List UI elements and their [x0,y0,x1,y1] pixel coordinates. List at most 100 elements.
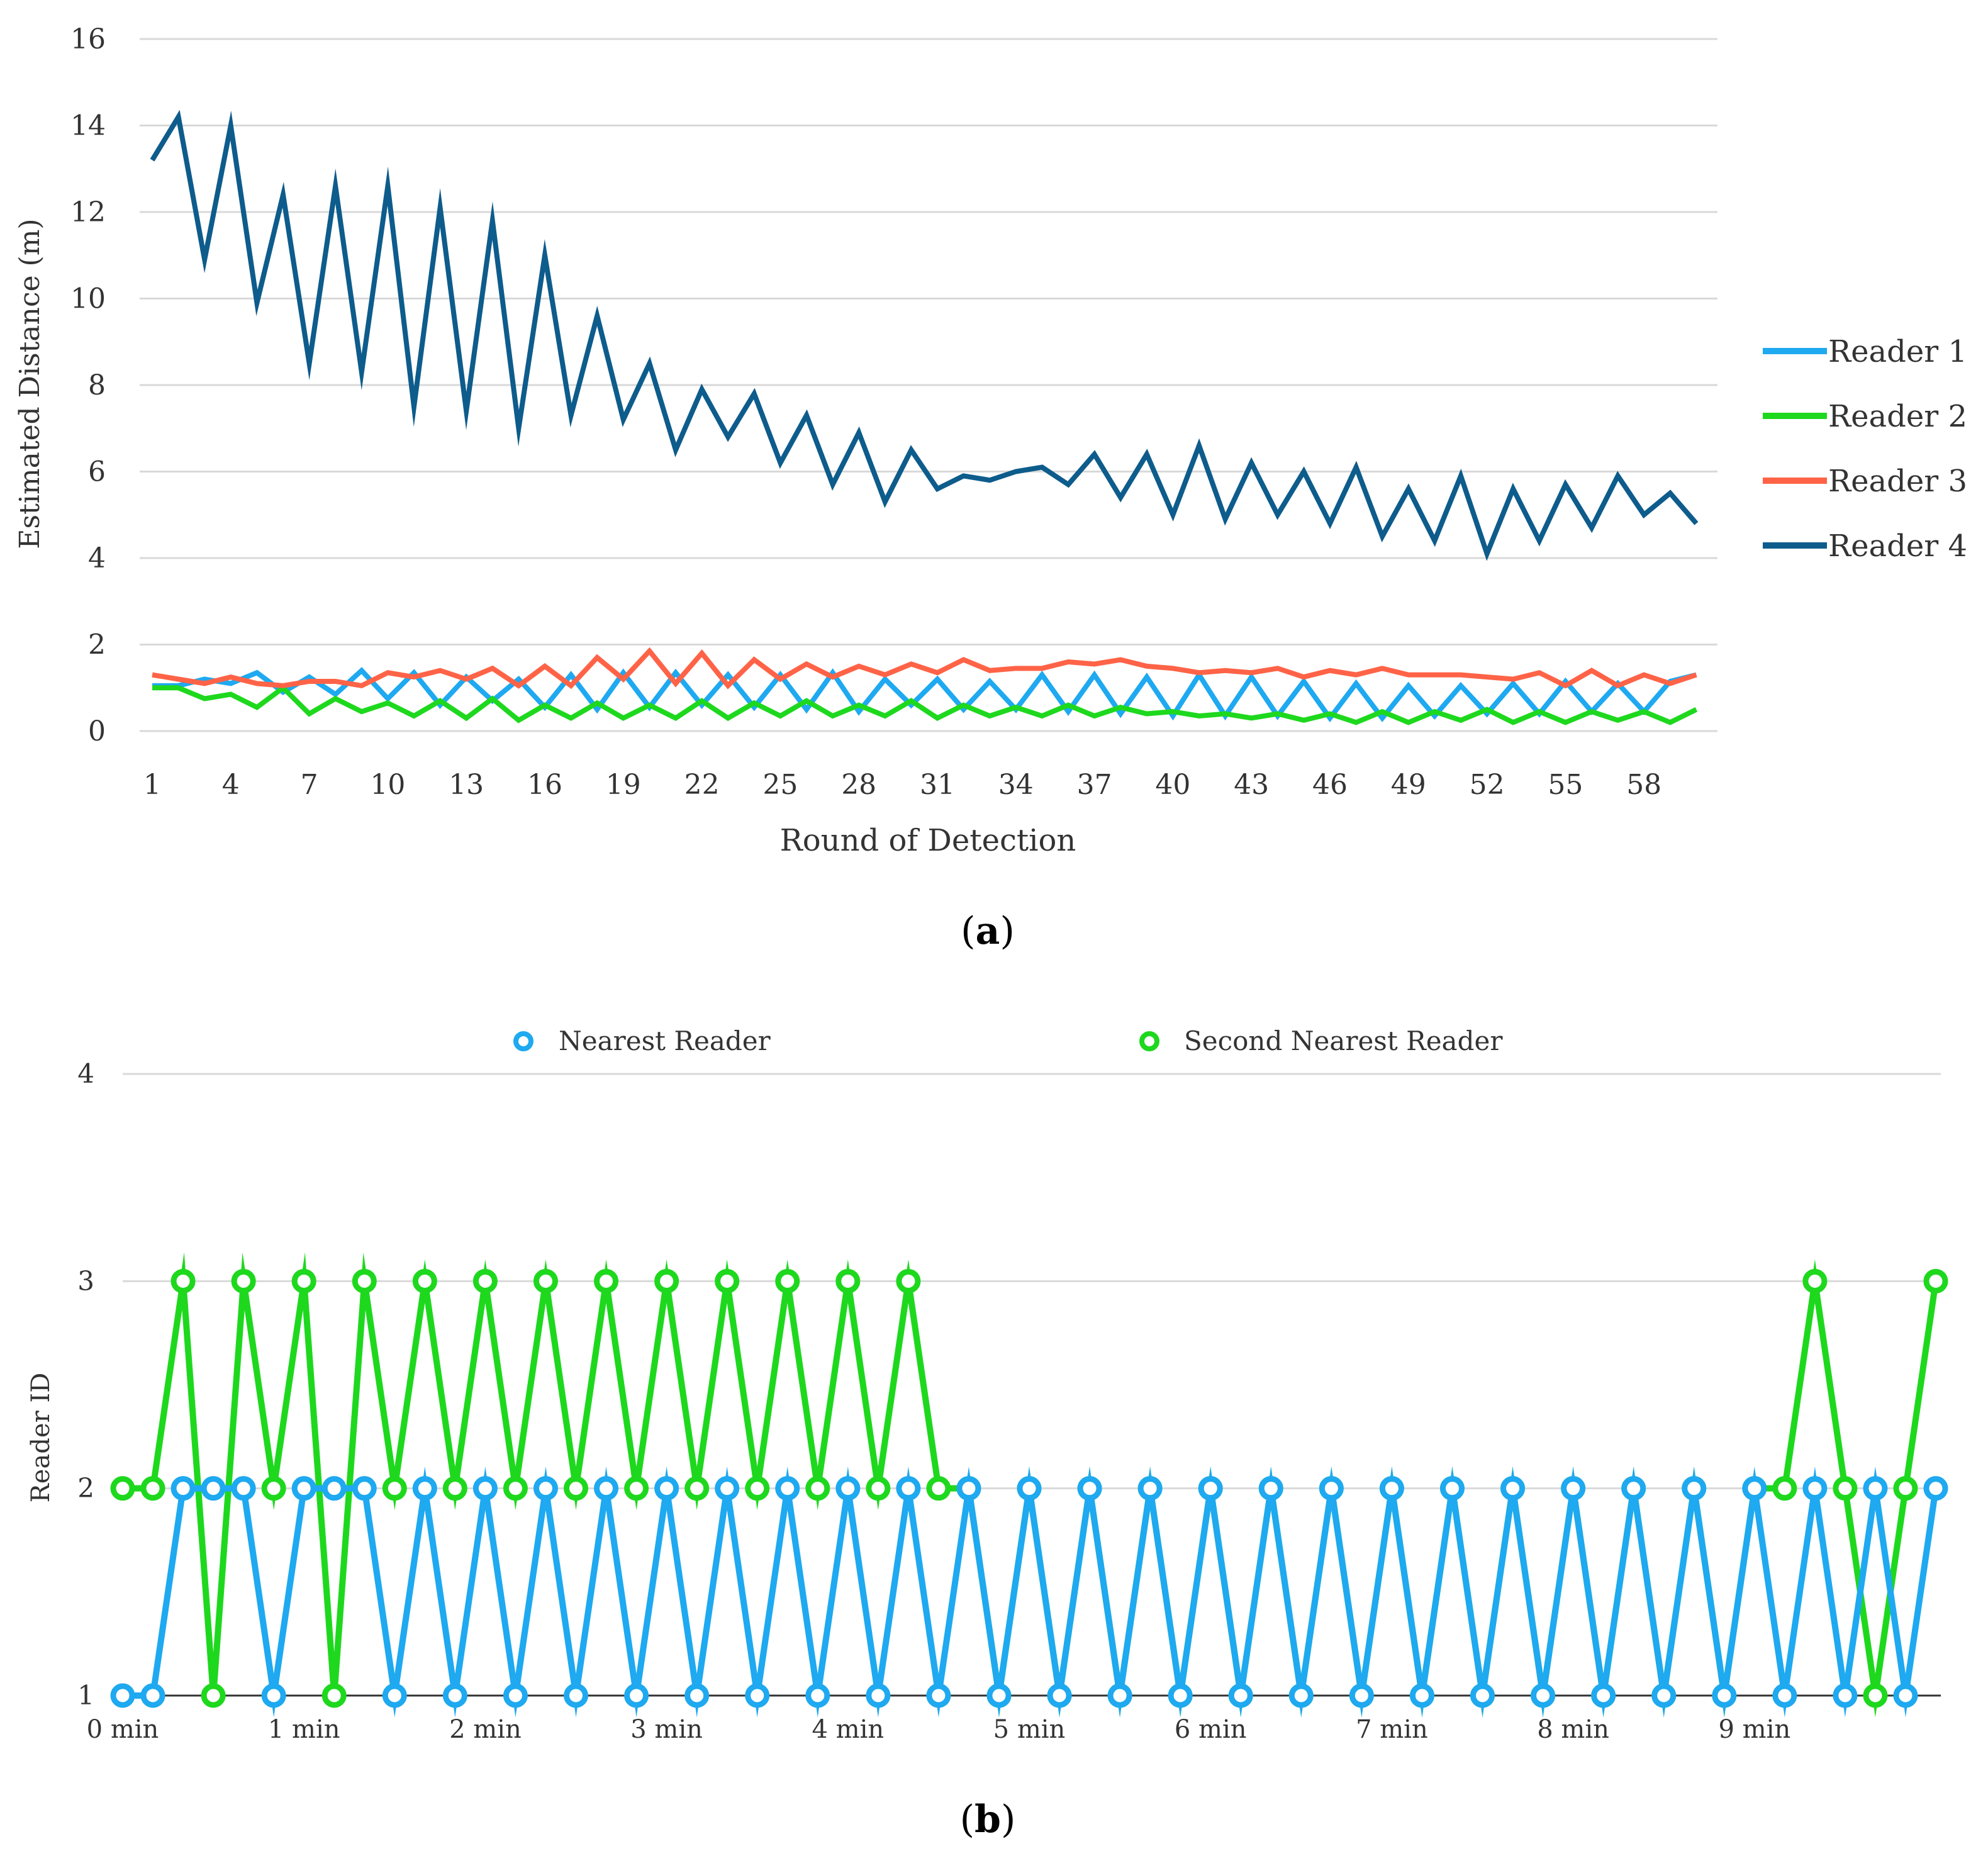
data-point-marker [412,1476,437,1501]
panel-a-y-tick-label: 6 [88,456,106,488]
data-point-marker [866,1476,891,1501]
panel-a-y-tick-labels: 0 2 4 6 8 10 12 14 16 [70,23,106,747]
data-point-marker [1379,1476,1404,1501]
panel-a-x-tick-label: 4 [222,769,240,801]
data-point-marker [1198,1476,1223,1501]
panel-b-x-tick-label: 5 min [993,1715,1066,1744]
data-point-marker [684,1476,710,1501]
panel-a-x-tick-label: 49 [1391,769,1426,801]
data-point-marker [1077,1476,1102,1501]
panel-a-x-tick-label: 28 [841,769,876,801]
panel-b-y-tick-label: 4 [77,1058,94,1089]
data-point-marker [170,1476,196,1501]
data-point-marker [896,1268,921,1294]
data-point-marker [1561,1476,1586,1501]
panel-a-x-tick-label: 58 [1626,769,1661,801]
panel-b-x-tick-label: 3 min [630,1715,703,1744]
panel-a-y-tick-label: 2 [88,629,106,661]
data-point-marker [1682,1476,1707,1501]
panel-b-x-tick-label: 7 min [1356,1715,1428,1744]
panel-a-x-tick-label: 55 [1548,769,1583,801]
data-point-marker [1863,1683,1888,1708]
data-point-marker [926,1683,951,1708]
data-point-marker [321,1476,347,1501]
panel-b-x-tick-labels: 0 min 1 min 2 min 3 min 4 min 5 min 6 min 7 min… [87,1715,1790,1744]
data-point-marker [1319,1476,1344,1501]
panel-a-x-tick-label: 10 [370,769,405,801]
data-point-marker [1258,1476,1283,1501]
panel-a-x-tick-label: 13 [449,769,484,801]
data-point-marker [564,1476,588,1501]
legend-item-reader-3: Reader 3 [1763,464,1967,499]
series-line [123,1467,1939,1718]
series-line-reader-3 [152,647,1697,690]
data-point-marker [715,1268,740,1294]
panel-b-label: (b) [960,1797,1016,1842]
series-line-reader-2 [152,684,1698,725]
series-nearest-reader [110,1467,1948,1718]
data-point-marker [1802,1268,1828,1294]
legend-marker [513,1031,533,1051]
panel-a-x-tick-label: 40 [1155,769,1190,801]
data-point-marker [1772,1476,1797,1501]
panel-a-x-tick-label: 19 [606,769,641,801]
data-point-marker [1833,1476,1858,1501]
data-point-marker [805,1683,830,1708]
data-point-marker [745,1476,770,1501]
data-point-marker [1017,1476,1042,1501]
panel-a-label: (a) [961,909,1015,953]
data-point-marker [382,1476,407,1501]
data-point-marker [1168,1683,1193,1708]
legend-item-reader-4: Reader 4 [1763,528,1967,564]
legend-label: Reader 4 [1828,528,1967,564]
data-point-marker [291,1268,316,1294]
panel-b-y-axis-title: Reader ID [26,1373,55,1503]
panel-a-x-tick-label: 37 [1077,769,1112,801]
data-point-marker [170,1268,196,1294]
panel-b-line-chart: Nearest Reader Second Nearest Reader 1 2 3 4… [26,1026,1948,1842]
data-point-marker [201,1476,226,1501]
data-point-marker [412,1268,437,1294]
data-point-marker [321,1683,347,1708]
legend-item-reader-2: Reader 2 [1763,399,1967,434]
data-point-marker [594,1476,619,1501]
panel-b-x-tick-label: 8 min [1537,1715,1609,1744]
panel-a-x-axis-title: Round of Detection [780,823,1076,858]
data-point-marker [261,1683,286,1708]
panel-a-x-tick-label: 16 [527,769,562,801]
data-point-marker [1409,1683,1434,1708]
panel-b-y-tick-labels: 1 2 3 4 [77,1058,94,1711]
data-point-marker [231,1476,256,1501]
data-point-marker [1802,1476,1828,1501]
data-point-marker [745,1683,770,1708]
data-point-marker [684,1683,710,1708]
data-point-marker [1500,1476,1526,1501]
legend-label: Reader 3 [1828,464,1967,499]
data-point-marker [715,1476,740,1501]
data-point-marker [352,1476,377,1501]
data-point-marker [533,1476,558,1501]
data-point-marker [835,1476,861,1501]
legend-label: Reader 1 [1828,334,1967,369]
panel-a-x-tick-label: 31 [920,769,955,801]
data-point-marker [1137,1476,1163,1501]
data-point-marker [1047,1683,1072,1708]
panel-a-y-tick-label: 10 [70,283,106,315]
data-point-marker [896,1476,921,1501]
panel-a-x-tick-label: 1 [143,769,161,801]
data-point-marker [140,1683,165,1708]
legend-item-second-nearest-reader: Second Nearest Reader [1139,1026,1503,1056]
data-point-marker [564,1683,588,1708]
panel-a-x-tick-label: 46 [1312,769,1348,801]
data-point-marker [140,1476,165,1501]
legend-item-reader-1: Reader 1 [1763,334,1967,369]
legend-label: Reader 2 [1828,399,1967,434]
legend-item-nearest-reader: Nearest Reader [513,1026,771,1056]
data-point-marker [1288,1683,1314,1708]
legend-label: Nearest Reader [559,1026,771,1056]
data-point-marker [503,1476,528,1501]
data-point-marker [926,1476,951,1501]
panel-b-y-tick-label: 1 [77,1680,94,1711]
